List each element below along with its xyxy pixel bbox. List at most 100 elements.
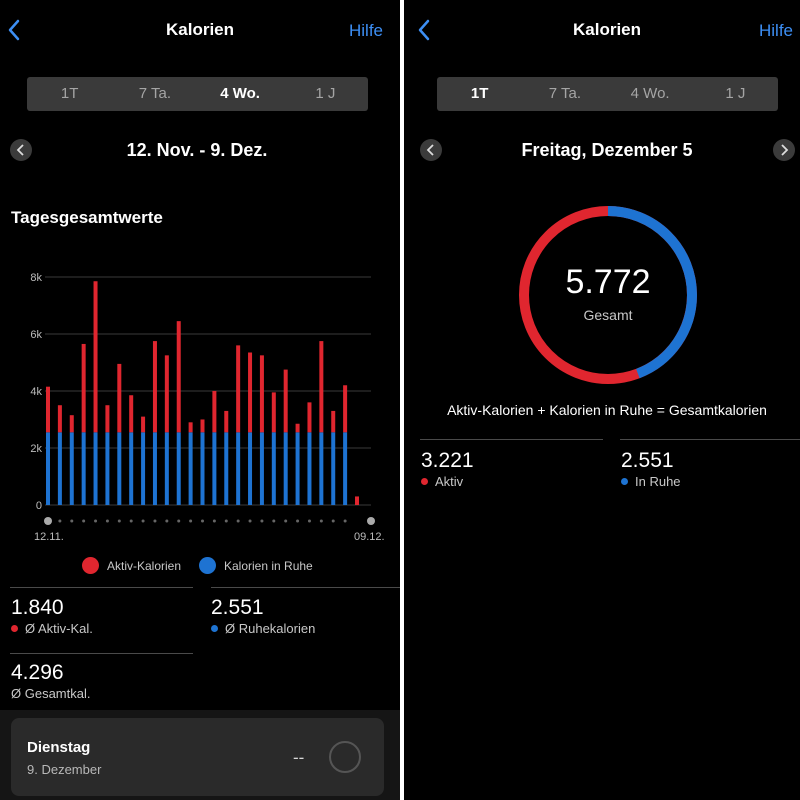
bar-active[interactable]	[141, 416, 146, 433]
bar-active[interactable]	[188, 422, 193, 433]
period-tabs: 1T 7 Ta. 4 Wo. 1 J	[27, 77, 368, 111]
bar-active[interactable]	[283, 369, 288, 433]
bar-rest[interactable]	[248, 432, 253, 505]
bar-active[interactable]	[236, 345, 241, 433]
help-link[interactable]: Hilfe	[759, 21, 794, 40]
bar-rest[interactable]	[331, 432, 336, 505]
tab-7-days[interactable]: 7 Ta.	[138, 85, 171, 102]
bar-rest[interactable]	[117, 432, 122, 505]
bar-rest[interactable]	[343, 432, 348, 505]
active-label: Aktiv	[421, 474, 463, 489]
day-list: Dienstag 9. Dezember --	[0, 710, 400, 800]
bar-rest[interactable]	[200, 432, 205, 505]
bar-rest[interactable]	[295, 432, 300, 505]
bar-active[interactable]	[176, 321, 181, 433]
day-card[interactable]: Dienstag 9. Dezember --	[11, 718, 384, 796]
day-dot	[331, 519, 335, 523]
bar-active[interactable]	[129, 395, 134, 433]
previous-period-button[interactable]	[10, 139, 32, 161]
bar-active[interactable]	[46, 386, 50, 433]
period-tabs: 1T 7 Ta. 4 Wo. 1 J	[437, 77, 778, 111]
bar-active[interactable]	[105, 405, 110, 433]
tab-7-days[interactable]: 7 Ta.	[548, 85, 581, 102]
y-tick-label: 4k	[30, 386, 42, 398]
bar-active[interactable]	[164, 355, 169, 433]
right-screen: Kalorien Hilfe 1T 7 Ta. 4 Wo. 1 J Freita…	[404, 0, 800, 800]
bar-rest[interactable]	[188, 432, 193, 505]
day-card-value: --	[293, 748, 305, 767]
tab-4-weeks[interactable]: 4 Wo.	[220, 85, 260, 102]
day-dot	[367, 517, 375, 525]
bar-rest[interactable]	[105, 432, 110, 505]
bar-rest[interactable]	[236, 432, 241, 505]
bar-active[interactable]	[81, 343, 86, 433]
bar-active[interactable]	[307, 402, 312, 433]
tab-1-year[interactable]: 1 J	[725, 85, 746, 102]
bar-rest[interactable]	[283, 432, 288, 505]
rest-dot	[621, 478, 628, 485]
bar-active[interactable]	[271, 392, 276, 433]
bar-rest[interactable]	[271, 432, 276, 505]
day-dot	[129, 519, 133, 523]
avg-rest-value: 2.551	[211, 596, 264, 619]
bar-rest[interactable]	[46, 432, 50, 505]
active-dot	[421, 478, 428, 485]
total-calories-label: Gesamt	[583, 307, 633, 323]
chevron-left-icon	[426, 144, 434, 156]
bar-active[interactable]	[93, 281, 98, 433]
bar-active[interactable]	[224, 410, 229, 433]
tab-1-year[interactable]: 1 J	[315, 85, 336, 102]
day-dot	[153, 519, 157, 523]
bar-active[interactable]	[319, 341, 324, 433]
bar-active[interactable]	[57, 405, 62, 433]
avg-total-label: Ø Gesamtkal.	[11, 686, 91, 701]
day-dot	[260, 519, 264, 523]
rest-label-text: In Ruhe	[635, 474, 681, 489]
tab-4-weeks[interactable]: 4 Wo.	[630, 85, 670, 102]
bar-rest[interactable]	[212, 432, 217, 505]
tab-1-day[interactable]: 1T	[470, 85, 489, 102]
date-range: 12. Nov. - 9. Dez.	[126, 140, 268, 160]
tab-1-day[interactable]: 1T	[60, 85, 79, 102]
bar-rest[interactable]	[69, 432, 74, 505]
bar-active[interactable]	[117, 363, 122, 433]
divider	[211, 587, 400, 588]
bar-active[interactable]	[355, 496, 359, 505]
avg-active-label: Ø Aktiv-Kal.	[11, 621, 93, 636]
bar-active[interactable]	[152, 341, 157, 433]
bar-rest[interactable]	[57, 432, 62, 505]
help-link[interactable]: Hilfe	[349, 21, 384, 40]
bar-rest[interactable]	[129, 432, 134, 505]
day-dot	[117, 519, 121, 523]
bar-active[interactable]	[212, 390, 217, 433]
bar-active[interactable]	[200, 419, 205, 433]
bar-rest[interactable]	[307, 432, 312, 505]
day-dot	[82, 519, 86, 523]
bar-active[interactable]	[295, 423, 300, 433]
bar-active[interactable]	[259, 355, 264, 433]
bar-rest[interactable]	[152, 432, 157, 505]
bar-rest[interactable]	[176, 432, 181, 505]
bar-active[interactable]	[69, 415, 74, 433]
page-title: Kalorien	[572, 20, 642, 39]
bar-rest[interactable]	[93, 432, 98, 505]
chevron-left-icon[interactable]	[7, 18, 21, 42]
next-day-button[interactable]	[773, 139, 795, 161]
bar-rest[interactable]	[141, 432, 146, 505]
day-dot	[307, 519, 311, 523]
bar-rest[interactable]	[224, 432, 229, 505]
bar-active[interactable]	[343, 385, 348, 433]
chevron-left-icon[interactable]	[417, 18, 431, 42]
bar-active[interactable]	[331, 410, 336, 433]
bar-rest[interactable]	[259, 432, 264, 505]
legend-active-label: Aktiv-Kalorien	[107, 559, 182, 573]
bar-rest[interactable]	[319, 432, 324, 505]
day-dot	[201, 519, 204, 523]
bar-active[interactable]	[248, 352, 253, 433]
active-label-text: Aktiv	[435, 474, 464, 489]
bar-rest[interactable]	[81, 432, 86, 505]
bar-rest[interactable]	[164, 432, 169, 505]
day-dot	[44, 517, 52, 525]
previous-day-button[interactable]	[420, 139, 442, 161]
day-dot	[224, 519, 228, 523]
